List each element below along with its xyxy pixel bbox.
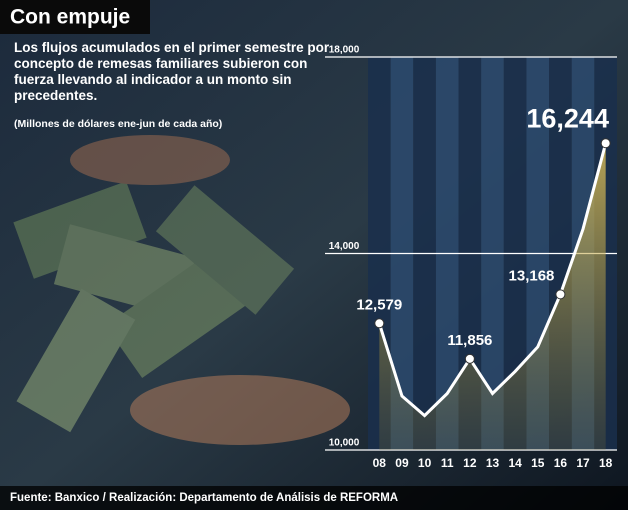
source-bar — [0, 486, 628, 510]
money-photo — [13, 135, 350, 445]
x-tick-label: 16 — [554, 456, 568, 470]
chart-title: Con empuje — [10, 6, 130, 29]
value-label: 13,168 — [509, 267, 555, 284]
area — [379, 143, 606, 451]
x-tick-label: 09 — [395, 456, 409, 470]
x-tick-label: 17 — [576, 456, 590, 470]
x-tick-label: 08 — [373, 456, 387, 470]
x-tick-label: 14 — [508, 456, 522, 470]
point — [600, 138, 611, 149]
value-label: 11,856 — [447, 332, 492, 349]
value-label: 12,579 — [356, 296, 402, 313]
x-tick-label: 18 — [599, 456, 613, 470]
point — [555, 289, 566, 300]
x-tick-label: 11 — [441, 456, 454, 470]
x-tick-label: 13 — [486, 456, 500, 470]
y-tick-label: 10,000 — [329, 438, 360, 449]
title-bar — [0, 0, 150, 34]
y-tick-label: 18,000 — [329, 45, 360, 56]
x-tick-label: 12 — [463, 456, 477, 470]
x-tick-label: 10 — [418, 456, 432, 470]
point — [464, 353, 475, 364]
subtitle: Los flujos acumulados en el primer semes… — [14, 40, 330, 103]
point — [374, 318, 385, 329]
note: (Millones de dólares ene-jun de cada año… — [14, 118, 223, 130]
x-tick-label: 15 — [531, 456, 545, 470]
source: Fuente: Banxico / Realización: Departame… — [10, 492, 398, 504]
line — [377, 142, 608, 418]
value-label: 16,244 — [526, 103, 609, 133]
y-tick-label: 14,000 — [329, 241, 360, 252]
